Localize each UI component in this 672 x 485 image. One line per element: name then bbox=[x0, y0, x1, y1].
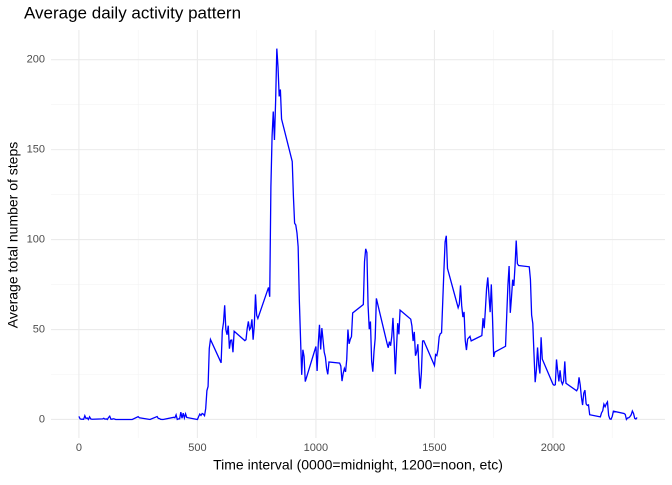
x-tick-label: 1500 bbox=[422, 442, 446, 454]
x-tick-label: 0 bbox=[76, 442, 82, 454]
x-tick-label: 2000 bbox=[541, 442, 565, 454]
y-tick-label: 100 bbox=[27, 233, 45, 245]
chart-title: Average daily activity pattern bbox=[24, 3, 241, 22]
x-tick-label: 1000 bbox=[304, 442, 328, 454]
y-tick-label: 200 bbox=[27, 54, 45, 66]
y-tick-label: 50 bbox=[33, 323, 45, 335]
x-axis-title: Time interval (0000=midnight, 1200=noon,… bbox=[213, 457, 503, 473]
y-tick-label: 0 bbox=[39, 413, 45, 425]
x-tick-label: 500 bbox=[188, 442, 206, 454]
y-axis-title: Average total number of steps bbox=[5, 142, 21, 329]
data-line bbox=[78, 48, 638, 421]
y-tick-label: 150 bbox=[27, 144, 45, 156]
